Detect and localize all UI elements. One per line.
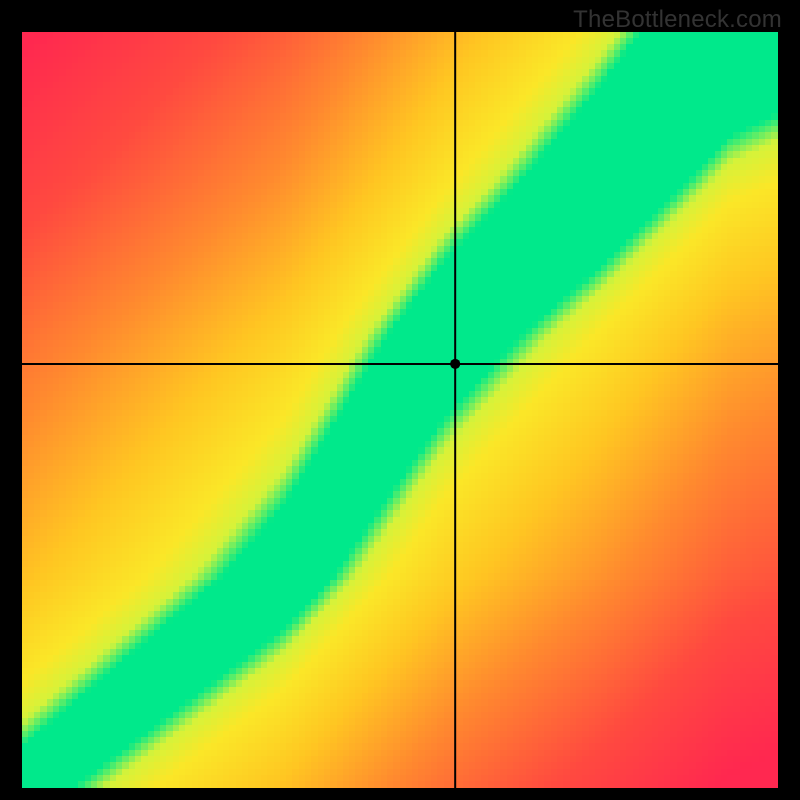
page-root: TheBottleneck.com <box>0 0 800 800</box>
watermark-text: TheBottleneck.com <box>573 6 782 34</box>
heatmap-canvas <box>22 32 778 788</box>
bottleneck-heatmap <box>22 32 778 788</box>
